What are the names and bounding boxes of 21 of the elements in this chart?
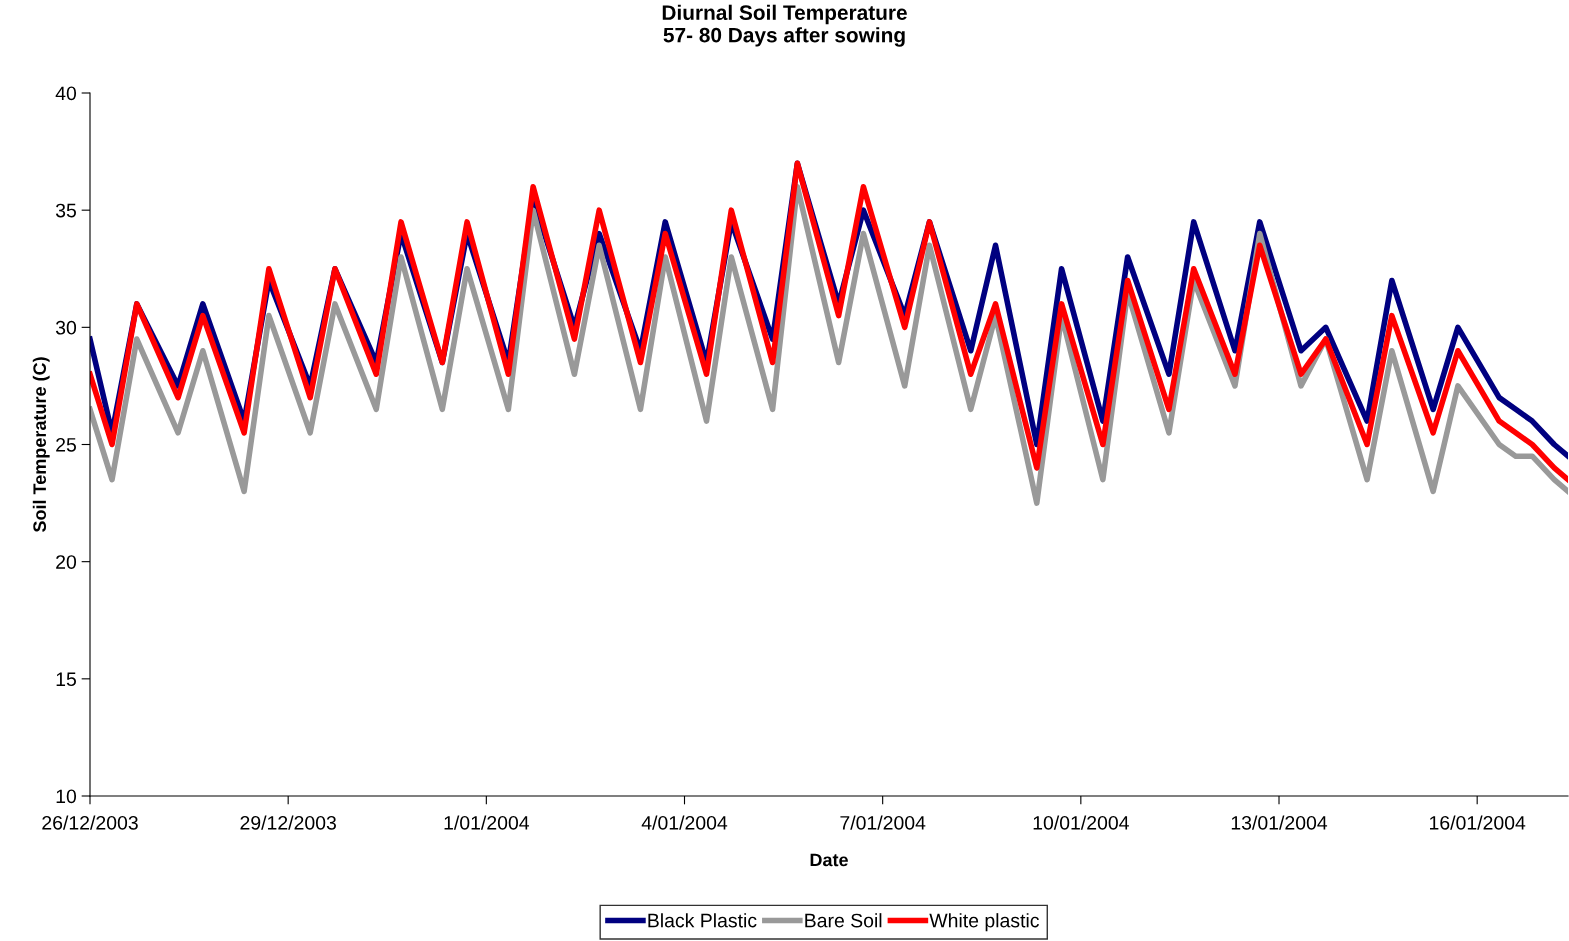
x-tick-label: 7/01/2004	[840, 815, 926, 830]
y-tick-label: 40	[55, 86, 77, 101]
x-tick-label: 1/01/2004	[444, 815, 530, 830]
chart-title: Diurnal Soil Temperature 57- 80 Days after sowing	[662, 4, 907, 47]
y-tick-label: 25	[56, 437, 76, 452]
y-tick-label: 15	[56, 672, 76, 687]
y-tick-label: 30	[55, 320, 77, 335]
legend-label: Bare Soil	[805, 913, 882, 928]
legend-label: White plastic	[929, 913, 1039, 932]
x-tick-label: 4/01/2004	[641, 815, 728, 830]
x-tick-label: 13/01/2004	[1231, 815, 1328, 830]
x-tick-label: 26/12/2003	[42, 815, 138, 830]
y-tick-label: 20	[56, 555, 77, 569]
x-tick-label: 29/12/2003	[240, 815, 336, 830]
y-tick-label: 35	[55, 203, 76, 218]
x-tick-label: 16/01/2004	[1430, 815, 1526, 830]
legend-label: Black Plastic	[648, 913, 757, 928]
y-axis-title: Soil Temperature (C)	[32, 357, 50, 533]
y-tick-label: 10	[56, 789, 77, 804]
x-tick-label: 10/01/2004	[1033, 815, 1129, 830]
x-axis-title: Date	[810, 853, 848, 867]
